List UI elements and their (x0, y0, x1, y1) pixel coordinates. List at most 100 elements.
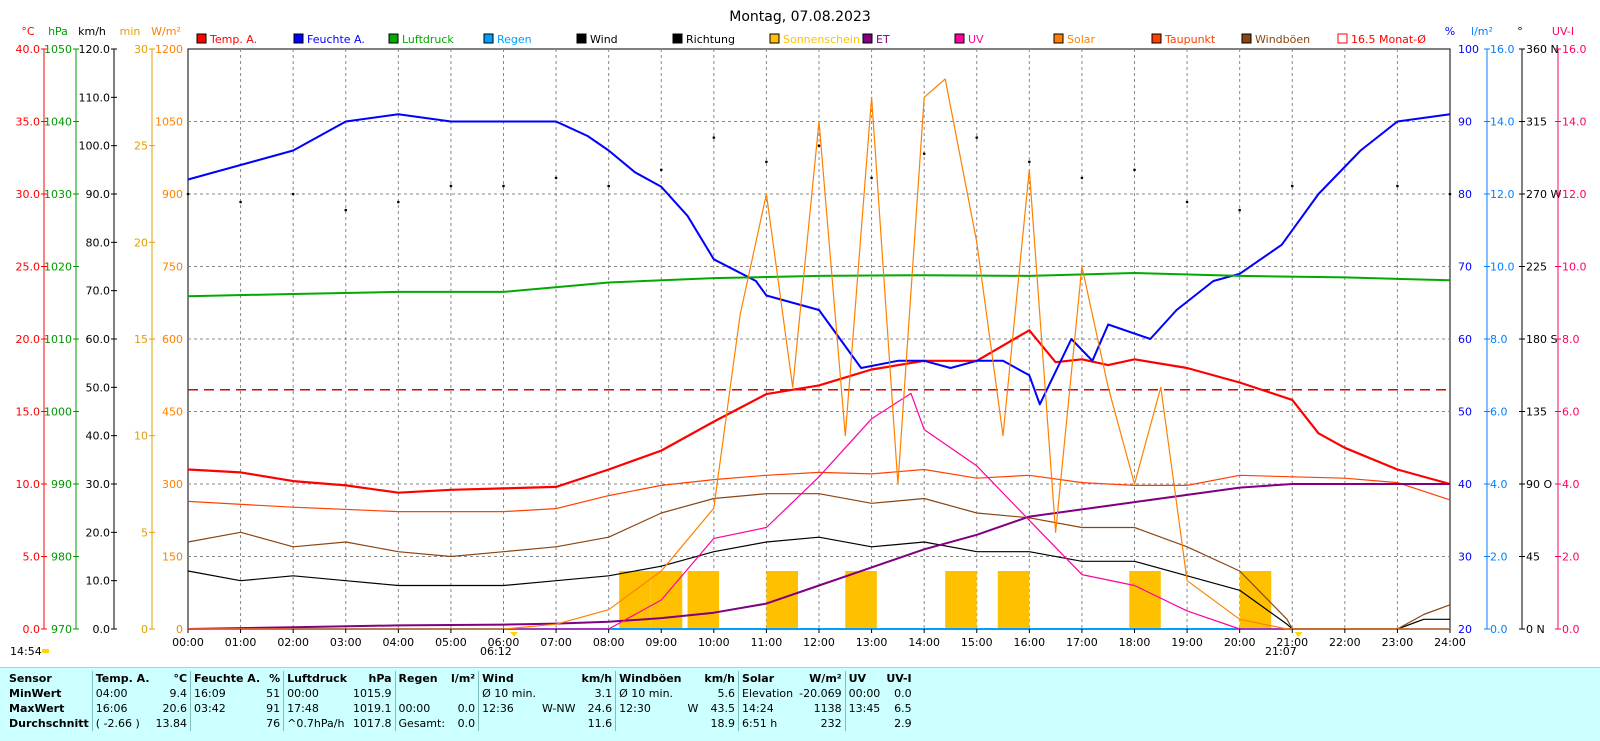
axis-tick-label: 1200 (155, 43, 183, 56)
direction-point (922, 152, 926, 156)
axis-unit-label: W/m² (151, 25, 181, 38)
legend-swatch (1337, 33, 1348, 44)
weather-chart: Montag, 07.08.2023 Temp. A. Feuchte A. Luf… (10, 9, 1587, 658)
axis-tick-label: 16.0 (1490, 43, 1515, 56)
axis-tick-label: 0.0 (1490, 623, 1508, 636)
stats-avg-row: Durchschnitt ( -2.66 ) 13.84 76 ^0.7hPa/… (6, 716, 915, 731)
min-hum-value: 51 (266, 687, 281, 700)
min-wind-time: Ø 10 min. (478, 686, 539, 701)
legend-label: Regen (497, 33, 532, 46)
axes: 0.0 5.0 10.0 15.0 20.0 25.0 30.0 35.0 40.0 °C 970 9… (16, 25, 1587, 636)
axis-tick-label: 12.0 (1490, 188, 1515, 201)
axis-tick-label: 14.0 (1562, 116, 1587, 129)
legend-label: Solar (1067, 33, 1096, 46)
direction-point (502, 184, 505, 188)
header-temp: Temp. A. (91, 671, 153, 686)
max-hum-time: 03:42 (190, 701, 264, 716)
axis-tick-label: 30 (1458, 551, 1472, 564)
axis-tick-label: 120.0 (79, 43, 111, 56)
axis-tick-label: 0 N (1526, 623, 1545, 636)
max-wind-time: 12:36 (478, 701, 539, 716)
legend-label: Luftdruck (402, 33, 454, 46)
avg-wind-time (478, 716, 539, 731)
axis-unit-label: UV-I (1552, 25, 1574, 38)
axis-tick-label: 40.0 (16, 43, 41, 56)
axis-tick-label: 45 (1526, 551, 1540, 564)
axis-tick-label: 360 N (1526, 43, 1559, 56)
direction-point (765, 160, 768, 164)
header-temp-unit: °C (173, 672, 188, 685)
header-press: Luftdruck (283, 671, 351, 686)
direction-point (1238, 208, 1241, 212)
axis-tick-label: 2.0 (1562, 551, 1580, 564)
sunshine-bar (1129, 571, 1161, 629)
axis-tick-label: 5.0 (23, 551, 41, 564)
stats-table: Sensor Temp. A. °C Feuchte A. % Luftdruc… (6, 671, 915, 731)
x-tick-label: 22:00 (1329, 636, 1361, 649)
legend-swatch (483, 33, 494, 44)
axis-tick-label: 600 (162, 333, 183, 346)
min-press-time: 00:00 (283, 686, 351, 701)
max-solar-value: 1138 (813, 702, 842, 715)
legend-swatch (862, 33, 873, 44)
avg-press-time: ^0.7hPa/h (283, 716, 351, 731)
legend-label: Taupunkt (1164, 33, 1216, 46)
legend-swatch (1241, 33, 1252, 44)
legend-label: Richtung (686, 33, 735, 46)
axis-tick-label: 0.0 (93, 623, 111, 636)
axis-tick-label: 90 O (1526, 478, 1552, 491)
sunshine-bar (766, 571, 798, 629)
axis-unit-label: l/m² (1471, 25, 1493, 38)
direction-point (659, 168, 663, 172)
axis-tick-label: 315 (1526, 116, 1547, 129)
axis-tick-label: 10 (134, 430, 148, 443)
axis-tick-label: 8.0 (1562, 333, 1580, 346)
sunshine-bar (1239, 571, 1272, 629)
min-temp-value: 9.4 (169, 687, 188, 700)
legend-label: ET (876, 33, 890, 46)
direction-point (554, 176, 558, 180)
axis-tick-label: 15 (134, 333, 148, 346)
min-uv-value: 0.0 (894, 687, 912, 700)
axis-tick-label: 180 S (1526, 333, 1557, 346)
series-line (188, 392, 1450, 630)
avg-wind-value: 11.6 (587, 717, 613, 730)
direction-point (1080, 176, 1084, 180)
axis-tick-label: 60 (1458, 333, 1472, 346)
header-wind-unit: km/h (581, 672, 613, 685)
direction-point (870, 176, 873, 180)
max-gust-dir: W (687, 702, 699, 715)
axis-tick-label: 10.0 (16, 478, 41, 491)
axis-unit-label: ° (1517, 25, 1523, 38)
x-tick-label: 01:00 (225, 636, 257, 649)
x-tick-label: 20:00 (1224, 636, 1256, 649)
header-rain-unit: l/m² (451, 672, 476, 685)
axis-tick-label: 90 (1458, 116, 1472, 129)
x-axis: 00:00 01:00 02:00 03:00 04:00 05:00 06:00 07:00… (172, 629, 1466, 649)
header-sensor: Sensor (9, 672, 52, 685)
legend-label: Wind (590, 33, 618, 46)
axis-tick-label: 20.0 (86, 526, 111, 539)
axis-tick-label: 14.0 (1490, 116, 1515, 129)
sunrise-label: 06:12 (480, 645, 512, 658)
axis-tick-label: 10.0 (1490, 261, 1515, 274)
min-gust-time: Ø 10 min. (615, 686, 685, 701)
axis-tick-label: 70.0 (86, 285, 111, 298)
axis-tick-label: 30.0 (86, 478, 111, 491)
legend-label: Windböen (1255, 33, 1310, 46)
avg-hum-time (190, 716, 264, 731)
axis-tick-label: 6.0 (1490, 406, 1508, 419)
direction-points (186, 136, 1452, 212)
avg-temp-time: ( -2.66 ) (91, 716, 153, 731)
axis-tick-label: 8.0 (1490, 333, 1508, 346)
direction-point (1290, 184, 1294, 188)
x-tick-label: 04:00 (382, 636, 414, 649)
legend-label: Feuchte A. (307, 33, 365, 46)
axis-tick-label: 1050 (155, 116, 183, 129)
legend-swatch (576, 33, 587, 44)
direction-point (712, 136, 716, 139)
axis-tick-label: 90.0 (86, 188, 111, 201)
x-tick-label: 17:00 (1066, 636, 1098, 649)
direction-point (1448, 192, 1452, 196)
x-tick-label: 16:00 (1013, 636, 1045, 649)
